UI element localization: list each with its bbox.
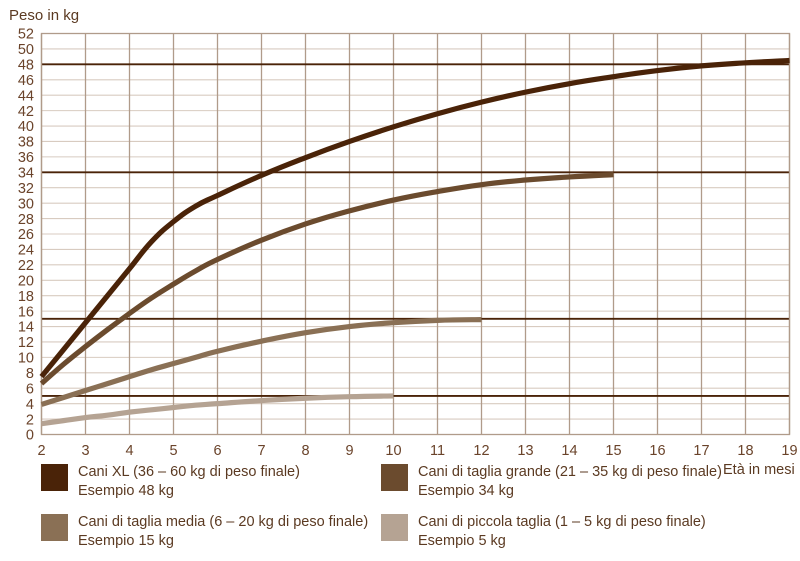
y-tick-label: 16 (18, 304, 34, 320)
y-tick-label: 8 (26, 366, 34, 382)
x-tick-label: 19 (781, 443, 797, 459)
y-tick-label: 30 (18, 196, 34, 212)
x-tick-label: 18 (737, 443, 753, 459)
y-tick-label: 44 (18, 88, 34, 104)
x-tick-label: 13 (517, 443, 533, 459)
legend-swatch (381, 514, 408, 541)
x-tick-label: 9 (345, 443, 353, 459)
chart-legend: Cani XL (36 – 60 kg di peso finale) Esemp… (41, 464, 722, 549)
y-tick-label: 40 (18, 119, 34, 135)
y-tick-label: 52 (18, 27, 34, 43)
legend-item-label: Cani di taglia media (6 – 20 kg di peso … (78, 514, 368, 530)
legend-item-example: Esempio 34 kg (418, 483, 514, 499)
x-tick-label: 11 (430, 443, 445, 459)
y-tick-label: 36 (18, 150, 34, 166)
legend-item-label: Cani XL (36 – 60 kg di peso finale) (78, 464, 300, 480)
y-tick-label: 12 (18, 335, 34, 351)
legend-swatch (381, 464, 408, 491)
y-tick-label: 10 (18, 351, 34, 367)
gridlines-minor (41, 32, 790, 436)
y-tick-label: 32 (18, 181, 34, 197)
x-tick-label: 7 (257, 443, 265, 459)
x-tick-label: 6 (213, 443, 221, 459)
y-tick-label: 0 (26, 428, 34, 444)
series-line-2 (40, 317, 482, 407)
legend-swatch (41, 464, 68, 491)
legend-item: Cani di taglia media (6 – 20 kg di peso … (41, 514, 368, 549)
x-axis-tick-labels: 2 3 4 5 6 7 8 9 10 11 12 13 14 15 16 17 18 19 (37, 443, 797, 459)
legend-swatch (41, 514, 68, 541)
x-axis-title: Età in mesi (723, 462, 795, 478)
x-tick-label: 16 (649, 443, 665, 459)
x-tick-label: 4 (125, 443, 133, 459)
y-tick-label: 50 (18, 42, 34, 58)
series-line-0 (39, 57, 790, 379)
y-tick-label: 48 (18, 58, 34, 74)
y-tick-label: 26 (18, 227, 34, 243)
legend-item: Cani XL (36 – 60 kg di peso finale) Esemp… (41, 464, 300, 499)
y-tick-label: 42 (18, 104, 34, 120)
x-tick-label: 3 (81, 443, 89, 459)
y-tick-label: 28 (18, 212, 34, 228)
y-tick-label: 24 (18, 243, 34, 259)
legend-item-label: Cani di taglia grande (21 – 35 kg di pes… (418, 464, 722, 480)
y-tick-label: 46 (18, 73, 34, 89)
legend-item-example: Esempio 15 kg (78, 533, 174, 549)
y-tick-label: 20 (18, 273, 34, 289)
x-tick-label: 14 (561, 443, 577, 459)
y-tick-label: 22 (18, 258, 34, 274)
series-line-1 (39, 172, 614, 386)
series-line-3 (41, 393, 394, 427)
y-tick-label: 18 (18, 289, 34, 305)
y-axis-title: Peso in kg (9, 7, 79, 24)
y-tick-label: 14 (18, 320, 34, 336)
x-tick-label: 15 (605, 443, 621, 459)
x-tick-label: 17 (693, 443, 709, 459)
legend-item-label: Cani di piccola taglia (1 – 5 kg di peso… (418, 514, 706, 530)
y-axis-tick-labels: 0246810121416182022242628303234363840424… (18, 27, 34, 444)
series-lines (39, 57, 790, 427)
x-tick-label: 2 (37, 443, 45, 459)
plot-area-border (40, 32, 791, 436)
y-tick-label: 34 (18, 166, 34, 182)
x-tick-label: 5 (169, 443, 177, 459)
x-tick-label: 12 (473, 443, 489, 459)
plot-frame (40, 32, 791, 436)
legend-item-example: Esempio 5 kg (418, 533, 506, 549)
y-tick-label: 6 (26, 381, 34, 397)
y-tick-label: 2 (26, 412, 34, 428)
y-tick-label: 38 (18, 135, 34, 151)
legend-item: Cani di taglia grande (21 – 35 kg di pes… (381, 464, 722, 499)
y-tick-label: 4 (26, 397, 34, 413)
legend-item-example: Esempio 48 kg (78, 483, 174, 499)
legend-item: Cani di piccola taglia (1 – 5 kg di peso… (381, 514, 706, 549)
x-tick-label: 8 (301, 443, 309, 459)
x-tick-label: 10 (385, 443, 401, 459)
